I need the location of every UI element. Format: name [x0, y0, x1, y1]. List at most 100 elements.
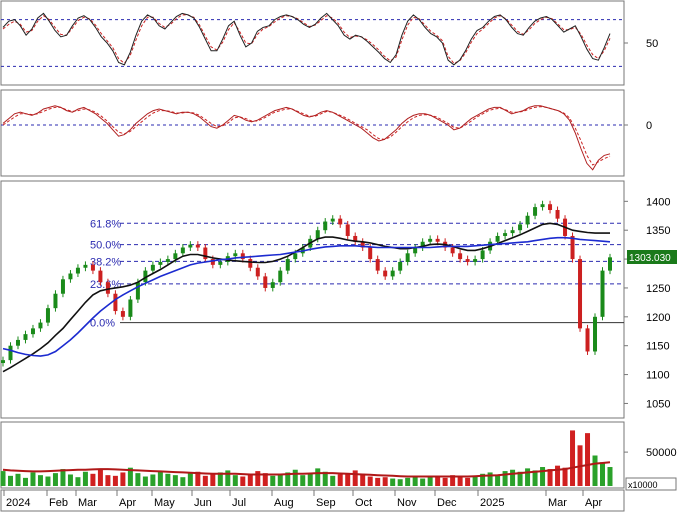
oscillator-2-main-line	[2, 105, 611, 171]
volume-bar	[540, 467, 546, 486]
price-candle-body	[345, 224, 350, 236]
volume-bar	[285, 472, 291, 486]
price-candle-body	[495, 235, 500, 242]
price-candle-body	[548, 204, 553, 210]
volume-bar	[210, 474, 216, 486]
price-series-group: 61.8%50.0%38.2%23.6%0.0%	[1, 200, 624, 373]
time-axis-label: Apr	[119, 497, 136, 509]
price-candle-body	[360, 241, 365, 248]
y-tick-label: 1100	[646, 370, 670, 382]
price-candle-body	[165, 259, 170, 262]
volume-bar	[555, 465, 561, 486]
price-candle-body	[218, 261, 223, 265]
volume-bar	[405, 477, 411, 486]
time-axis-label: Aug	[274, 497, 294, 509]
volume-bar	[525, 468, 531, 486]
volume-bar	[225, 470, 231, 486]
price-candle-body	[75, 267, 80, 274]
price-candle-body	[413, 247, 418, 254]
volume-moving-average	[2, 461, 611, 478]
volume-bar	[435, 475, 441, 486]
price-candle-body	[210, 259, 215, 265]
volume-bar	[495, 474, 501, 486]
price-candle-body	[30, 328, 35, 335]
y-axis-ticks-group: 5001050110011501200125013001350140050000	[624, 38, 677, 459]
volume-bar	[570, 430, 576, 486]
volume-bar	[472, 475, 478, 486]
time-axis-label: Apr	[585, 497, 602, 509]
price-candle-body	[143, 270, 148, 283]
time-axis-label: Mar	[78, 497, 97, 509]
time-axis-group: 2024 Feb Mar Apr May Jun Jul Aug Sep Oct Nov Dec 202…	[3, 490, 602, 509]
volume-bar	[480, 473, 486, 486]
volume-bar	[450, 475, 456, 486]
volume-bar	[487, 472, 493, 486]
time-axis-label: Feb	[49, 497, 68, 509]
volume-bar	[510, 469, 516, 486]
fibonacci-level-label: 0.0%	[90, 318, 115, 330]
y-tick-label: 1350	[646, 225, 670, 237]
price-candle-body	[285, 259, 290, 271]
volume-bar	[82, 471, 88, 486]
price-candle-body	[180, 247, 185, 254]
y-tick-label: 0	[646, 120, 652, 132]
time-axis-label: May	[154, 497, 175, 509]
volume-bar	[112, 475, 118, 486]
volume-bar	[307, 473, 313, 486]
volume-bar	[360, 473, 366, 486]
fibonacci-level-label: 38.2%	[90, 256, 121, 268]
volume-unit-label: x10000	[628, 480, 658, 490]
price-candle-body	[90, 264, 95, 271]
volume-bar	[135, 473, 141, 486]
price-candle-body	[233, 253, 238, 257]
time-axis-label: Jun	[194, 497, 212, 509]
price-candle-body	[128, 299, 133, 317]
last-price-label: 1303.030	[629, 253, 671, 264]
price-candle-body	[8, 345, 13, 361]
price-panel	[0, 180, 625, 419]
volume-bar	[457, 476, 463, 486]
oscillator-1-main-line	[2, 12, 611, 66]
volume-bar	[52, 473, 58, 486]
time-axis-label: Mar	[548, 497, 567, 509]
time-axis-label: Sep	[316, 497, 336, 509]
price-candle-body	[428, 238, 433, 242]
volume-bar	[375, 477, 381, 486]
price-candle-body	[23, 334, 28, 340]
y-tick-label: 50000	[646, 447, 677, 459]
y-tick-label: 1200	[646, 312, 670, 324]
volume-bar	[75, 477, 81, 486]
price-candle-body	[98, 270, 103, 283]
volume-bar	[7, 475, 13, 486]
volume-bar	[382, 477, 388, 486]
volume-bar	[337, 474, 343, 486]
volume-bars-group	[0, 430, 613, 486]
price-candle-body	[503, 233, 508, 236]
volume-bar	[30, 472, 36, 486]
volume-bar	[232, 475, 238, 486]
price-candle-body	[533, 207, 538, 216]
price-candle-body	[518, 224, 523, 231]
volume-bar	[442, 477, 448, 486]
volume-bar	[142, 476, 148, 486]
volume-bar	[592, 455, 598, 486]
time-axis-label: 2025	[480, 497, 504, 509]
volume-bar	[322, 471, 328, 486]
y-tick-label: 50	[646, 38, 658, 50]
price-candle-body	[405, 253, 410, 262]
price-candle-body	[510, 230, 515, 234]
price-candle-body	[338, 218, 343, 225]
time-axis-label: 2024	[6, 497, 30, 509]
price-candle-body	[53, 293, 58, 309]
price-candle-body	[585, 328, 590, 352]
price-moving-average-long	[2, 236, 611, 357]
price-candle-body	[465, 259, 470, 262]
price-candle-body	[248, 259, 253, 268]
volume-bar	[502, 471, 508, 486]
price-candle-body	[480, 250, 485, 260]
price-candle-body	[323, 221, 328, 231]
volume-bar	[300, 475, 306, 486]
volume-bar	[390, 478, 396, 486]
oscillator-1-series-group	[1, 12, 624, 67]
